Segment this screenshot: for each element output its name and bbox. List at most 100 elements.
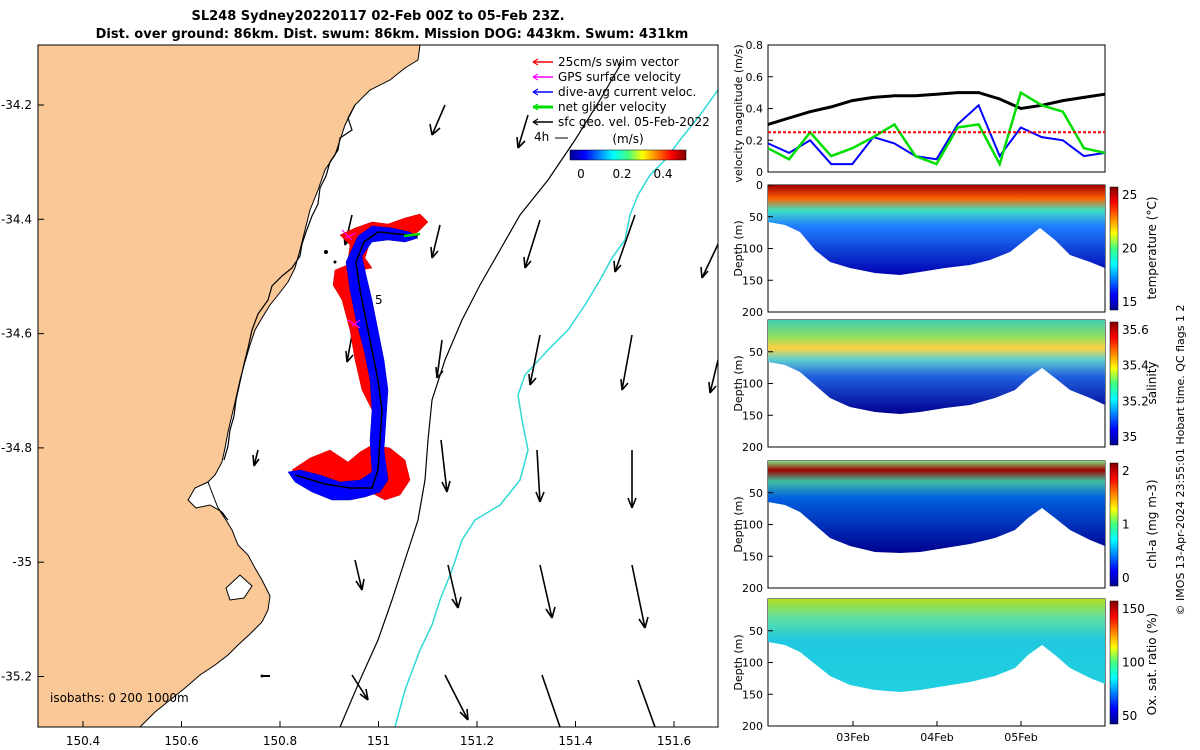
oxygen-panel: Ox. sat. ratio (%) [767,598,1159,727]
oxygen-section [768,599,1105,692]
temperature-colorbar-label: temperature (°C) [1145,197,1159,300]
section-ytick-label: 200 [742,441,763,454]
velocity-series-line [767,103,1106,166]
section-ylabel: Depth (m) [732,496,745,552]
section-ytick-label: 100 [742,657,763,670]
map-xtick-label: 150.6 [164,734,198,748]
velocity-ylabel: velocity magnitude (m/s) [732,44,745,182]
gps-vectors [341,229,361,329]
velocity-ytick-label: 0 [756,166,763,179]
section-colorbar-tick: 35.6 [1122,323,1149,337]
legend-arrowhead [532,103,539,111]
section-colorbar-tick: 15 [1122,295,1137,309]
land [38,45,421,727]
lake [225,574,253,601]
chla-section [768,461,1105,553]
map-xtick-label: 151 [367,734,390,748]
section-ytick-label: 150 [742,550,763,563]
velocity-series-line [767,91,1106,126]
map-xtick-label: 151.4 [558,734,592,748]
velocity-series-line [767,90,1106,168]
legend-arrowhead [532,58,539,66]
velocity-colorbar: (m/s) 0 0.2 0.4 [569,132,687,181]
isobaths-label: isobaths: 0 200 1000m [50,691,189,705]
salinity-section [768,320,1105,414]
chla-panel: chl-a (mg m-3) [767,460,1159,589]
section-colorbar-tick: 35.4 [1122,359,1149,373]
title-line-2: Dist. over ground: 86km. Dist. swum: 86k… [96,27,689,42]
section-ytick-label: 150 [742,274,763,287]
section-colorbar-tick: 100 [1122,656,1145,670]
section-colorbar [1109,462,1119,587]
section-colorbar-tick: 0 [1122,571,1130,585]
section-xtick-label: 04Feb [920,731,953,744]
map-ytick-label: -34.4 [1,212,32,226]
section-ytick-label: 200 [742,582,763,595]
section-ytick-label: 150 [742,409,763,422]
colorbar-title: (m/s) [612,132,643,146]
map-ytick-label: -35 [12,555,32,569]
section-ylabel: Depth (m) [732,634,745,690]
map-ytick-label: -34.6 [1,327,32,341]
imos-side-note: © IMOS 13-Apr-2024 23:55:01 Hobart time.… [1174,305,1187,616]
colorbar-tick-label: 0.4 [653,167,672,181]
velocity-ytick-label: 0.4 [746,103,764,116]
section-colorbar-tick: 20 [1122,242,1137,256]
velocity-ytick-label: 0.6 [746,71,764,84]
isobath-0 [223,104,356,461]
map-ytick-label: -35.2 [1,670,32,684]
geostrophic-velocity-arrows [252,104,718,727]
section-colorbar-tick: 50 [1122,709,1137,723]
net-velocity [403,232,421,238]
bay-inlet [187,481,229,521]
legend-label: sfc geo. vel. 05-Feb-2022 [558,115,710,129]
colorbar-tick-label: 0 [577,167,585,181]
salinity-panel: salinity [767,319,1159,448]
section-colorbar [1109,186,1119,311]
map-xtick-label: 151.6 [657,734,691,748]
section-ylabel: Depth (m) [732,220,745,276]
section-colorbar-tick: 35 [1122,430,1137,444]
map-ytick-label: -34.8 [1,441,32,455]
section-ytick-label: 50 [749,211,763,224]
map-ytick-label: -34.2 [1,98,32,112]
section-colorbar-tick: 25 [1122,188,1137,202]
map-xtick-label: 150.8 [263,734,297,748]
section-ytick-label: 150 [742,688,763,701]
dive-avg-current [287,225,419,501]
legend-arrowhead [532,118,539,126]
map-scale-label: 4h [534,130,549,144]
legend-label: 25cm/s swim vector [558,55,679,69]
section-ytick-label: 200 [742,306,763,319]
section-colorbar-tick: 150 [1122,602,1145,616]
section-ytick-label: 100 [742,519,763,532]
legend-arrowhead [532,73,539,81]
section-colorbar-tick: 2 [1122,464,1130,478]
section-colorbar-tick: 1 [1122,518,1130,532]
section-ytick-label: 0 [756,179,763,192]
section-ylabel: Depth (m) [732,355,745,411]
temperature-panel: temperature (°C) [767,184,1159,313]
section-xtick-label: 03Feb [836,731,869,744]
section-ytick-label: 200 [742,720,763,733]
legend-label: dive-avg current veloc. [558,85,696,99]
section-ytick-label: 100 [742,378,763,391]
chla-colorbar-label: chl-a (mg m-3) [1145,479,1159,568]
legend-arrowhead [532,88,539,96]
section-ytick-label: 100 [742,243,763,256]
velocity-ytick-label: 0.2 [746,134,764,147]
legend-label: GPS surface velocity [558,70,681,84]
track-line [294,231,419,489]
glider-track: 5 [287,213,429,501]
section-ytick-label: 50 [749,625,763,638]
section-colorbar [1109,321,1119,446]
map-y-axis: -34.2 -34.4 -34.6 -34.8 -35 -35.2 [1,98,44,684]
misc-dots [260,250,337,678]
velocity-ytick-label: 0.8 [746,39,764,52]
isobath-1000 [339,61,623,727]
salinity-colorbar-label: salinity [1145,361,1159,404]
map-xtick-label: 150.4 [66,734,100,748]
